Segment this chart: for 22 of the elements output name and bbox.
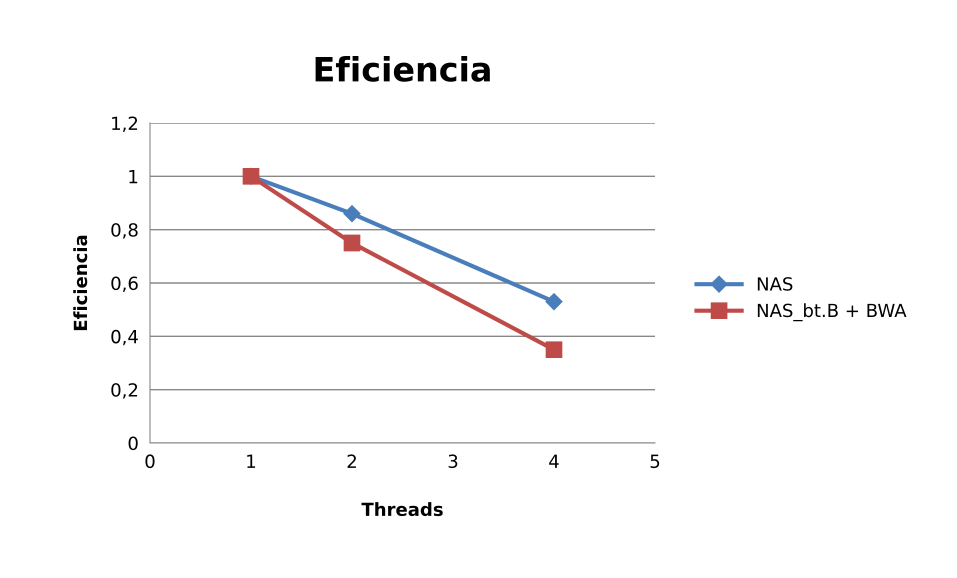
x-tick-label: 2	[348, 454, 356, 468]
y-tick-label: 0,6	[111, 276, 138, 292]
x-tick-label: 3	[448, 454, 458, 468]
x-axis-title: Threads	[362, 502, 443, 516]
y-axis-title: Eficiencia	[73, 236, 88, 330]
y-tick-label: 1,2	[112, 116, 138, 132]
legend-label: NAS	[758, 277, 792, 291]
y-tick-label: 0	[128, 436, 138, 450]
y-tick-label: 0,4	[111, 330, 138, 346]
x-tick-label: 4	[549, 454, 559, 468]
point	[344, 234, 360, 252]
chart-title: Eficiencia	[316, 56, 490, 82]
point	[546, 341, 562, 358]
y-tick-label: 0,2	[111, 383, 138, 399]
y-tick-label: 1	[129, 170, 138, 184]
x-tick-label: 5	[650, 454, 660, 468]
y-tick-label: 0,8	[111, 223, 138, 239]
point	[343, 205, 361, 222]
x-tick-label: 0	[145, 454, 155, 468]
legend-label: NAS_bt.B + BWA	[758, 303, 906, 322]
point	[545, 293, 563, 310]
x-tick-label: 1	[247, 454, 256, 468]
